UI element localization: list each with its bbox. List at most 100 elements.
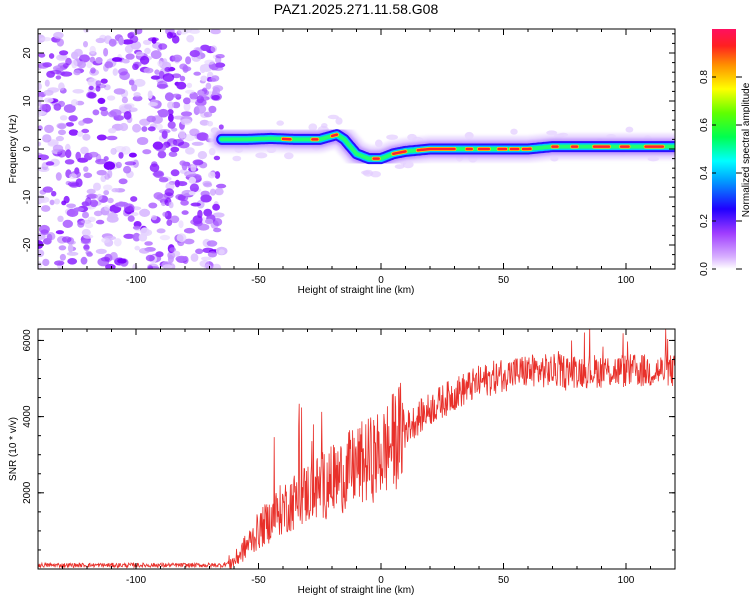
noise-speck bbox=[150, 163, 160, 172]
noise-speck bbox=[56, 136, 64, 141]
noise-speck bbox=[130, 35, 139, 43]
noise-speck bbox=[172, 35, 180, 43]
noise-speck bbox=[141, 126, 147, 132]
noise-speck bbox=[56, 172, 62, 181]
noise-speck bbox=[83, 235, 93, 239]
noise-speck bbox=[82, 134, 90, 141]
noise-speck bbox=[41, 205, 50, 212]
noise-speck bbox=[69, 129, 79, 136]
noise-speck bbox=[110, 252, 118, 260]
noise-speck bbox=[200, 260, 210, 267]
noise-speck bbox=[83, 27, 89, 33]
noise-speck bbox=[133, 226, 141, 230]
noise-speck bbox=[198, 224, 210, 231]
noise-speck bbox=[183, 97, 191, 104]
noise-speck bbox=[89, 86, 94, 90]
bottom-x-tick-label: -100 bbox=[126, 575, 146, 586]
noise-speck bbox=[328, 115, 339, 119]
noise-speck bbox=[192, 142, 204, 146]
noise-speck bbox=[171, 169, 180, 176]
noise-speck bbox=[58, 82, 65, 90]
colorbar: 0.00.20.40.60.8 Normalized spectral ampl… bbox=[699, 29, 750, 276]
noise-speck bbox=[95, 159, 107, 165]
bottom-y-tick-label: 4000 bbox=[22, 405, 33, 428]
noise-speck bbox=[116, 162, 122, 168]
noise-speck bbox=[86, 92, 95, 99]
noise-speck bbox=[119, 178, 128, 184]
noise-speck bbox=[181, 119, 192, 126]
noise-speck bbox=[50, 70, 62, 74]
noise-speck bbox=[66, 204, 76, 209]
noise-speck bbox=[106, 136, 117, 141]
noise-speck bbox=[216, 184, 226, 189]
noise-speck bbox=[107, 95, 115, 100]
noise-speck bbox=[103, 185, 112, 191]
noise-speck bbox=[84, 173, 93, 179]
noise-speck bbox=[118, 152, 123, 159]
noise-speck bbox=[107, 198, 114, 203]
noise-speck bbox=[210, 29, 221, 35]
noise-speck bbox=[96, 86, 101, 92]
noise-speck bbox=[187, 83, 193, 88]
noise-speck bbox=[51, 191, 56, 197]
noise-speck bbox=[162, 212, 168, 217]
noise-speck bbox=[151, 50, 162, 59]
noise-speck bbox=[111, 188, 119, 192]
noise-speck bbox=[112, 57, 122, 62]
noise-speck bbox=[182, 210, 189, 215]
noise-speck bbox=[83, 41, 88, 47]
noise-speck bbox=[43, 186, 53, 192]
noise-speck bbox=[63, 220, 73, 228]
noise-speck bbox=[47, 87, 59, 93]
noise-speck bbox=[36, 83, 42, 90]
noise-speck bbox=[167, 32, 173, 39]
noise-speck bbox=[284, 152, 294, 159]
noise-speck bbox=[71, 52, 78, 60]
noise-speck bbox=[101, 79, 108, 84]
noise-speck bbox=[182, 162, 188, 171]
noise-speck bbox=[215, 54, 224, 58]
noise-speck bbox=[140, 227, 149, 235]
bottom-y-axis-label: SNR (10 * v/v) bbox=[8, 417, 19, 481]
noise-speck bbox=[159, 177, 169, 182]
noise-speck bbox=[144, 241, 153, 246]
noise-speck bbox=[122, 97, 128, 104]
noise-speck bbox=[189, 177, 197, 184]
noise-speck bbox=[47, 234, 52, 242]
noise-speck bbox=[136, 52, 145, 57]
top-y-tick-label: 0 bbox=[22, 146, 33, 152]
noise-speck bbox=[103, 48, 108, 57]
noise-speck bbox=[110, 109, 122, 117]
noise-speck bbox=[117, 202, 129, 207]
noise-speck bbox=[101, 238, 110, 244]
colorbar-tick-label: 0.2 bbox=[699, 214, 710, 228]
noise-speck bbox=[134, 246, 140, 251]
noise-speck bbox=[58, 130, 66, 136]
noise-speck bbox=[57, 38, 64, 46]
noise-speck bbox=[212, 95, 220, 100]
noise-speck bbox=[199, 91, 205, 96]
noise-speck bbox=[211, 45, 218, 52]
noise-speck bbox=[205, 219, 213, 225]
colorbar-tick-label: 0.6 bbox=[699, 118, 710, 132]
noise-speck bbox=[44, 125, 54, 133]
noise-speck bbox=[169, 151, 178, 157]
noise-speck bbox=[386, 135, 398, 140]
noise-speck bbox=[163, 264, 173, 268]
noise-speck bbox=[53, 145, 63, 152]
noise-speck bbox=[200, 76, 207, 82]
noise-speck bbox=[75, 152, 81, 160]
noise-speck bbox=[90, 67, 96, 73]
noise-speck bbox=[137, 137, 148, 145]
noise-speck bbox=[97, 135, 107, 141]
noise-speck bbox=[190, 99, 197, 103]
noise-speck bbox=[207, 121, 213, 127]
noise-speck bbox=[140, 56, 149, 65]
noise-speck bbox=[185, 147, 195, 154]
noise-speck bbox=[148, 203, 157, 209]
noise-speck bbox=[60, 115, 68, 120]
noise-speck bbox=[179, 130, 186, 139]
noise-speck bbox=[144, 48, 151, 54]
noise-speck bbox=[54, 199, 60, 205]
